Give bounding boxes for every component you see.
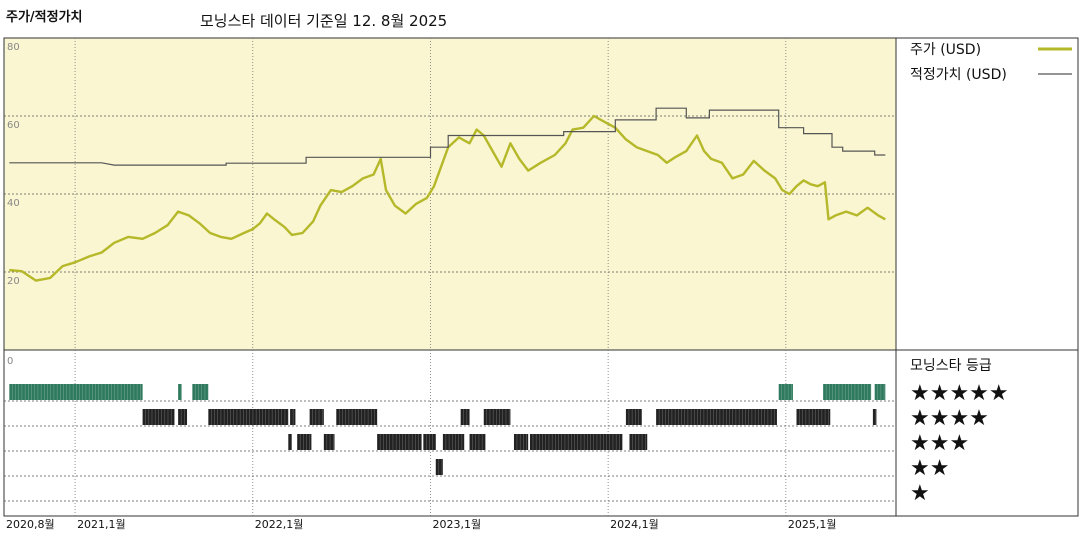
rating-bar-fill (309, 409, 324, 425)
rating-bar-3-star (442, 434, 465, 450)
chart-subtitle: 모닝스타 데이터 기준일 12. 8월 2025 (200, 12, 448, 30)
chart-title: 주가/적정가치 (6, 10, 83, 25)
rating-bar-4-star (336, 409, 378, 425)
rating-bar-5-star (874, 384, 886, 400)
rating-bar-fill (872, 409, 877, 425)
rating-bar-fill (460, 409, 470, 425)
outer-border (3, 37, 1079, 517)
rating-bar-fill (529, 434, 623, 450)
x-tick-label: 2021,1월 (77, 518, 126, 531)
rating-bar-fill (513, 434, 529, 450)
rating-bar-fill (656, 409, 777, 425)
rating-4-stars: ★★★★ (910, 406, 989, 431)
rating-bars (9, 384, 886, 475)
x-tick-label: 2020,8월 (6, 518, 55, 531)
rating-bar-fill (625, 409, 642, 425)
legend-fair-value-label: 적정가치 (USD) (910, 67, 1007, 83)
x-tick-label: 2025,1월 (788, 518, 837, 531)
grid-lines (4, 38, 896, 516)
rating-bar-fill (483, 409, 511, 425)
rating-bar-2-star (435, 459, 443, 475)
rating-bar-4-star (290, 409, 296, 425)
rating-bar-4-star (142, 409, 175, 425)
rating-bar-fill (288, 434, 292, 450)
y-tick-label: 20 (7, 276, 20, 287)
rating-bar-fill (323, 434, 335, 450)
rating-bar-fill (192, 384, 209, 400)
rating-3-stars: ★★★ (910, 431, 969, 456)
rating-bar-4-star (625, 409, 642, 425)
legend-price-label: 주가 (USD) (910, 42, 981, 58)
y-tick-labels: 80 60 40 20 0 (7, 42, 20, 367)
rating-bar-5-star (9, 384, 143, 400)
rating-bar-3-star (423, 434, 436, 450)
rating-1-star: ★ (910, 481, 930, 506)
rating-bar-4-star (178, 409, 188, 425)
rating-bar-4-star (208, 409, 289, 425)
rating-bar-5-star (192, 384, 209, 400)
rating-bar-3-star (323, 434, 335, 450)
rating-bar-fill (178, 384, 182, 400)
rating-bar-3-star (529, 434, 623, 450)
rating-bar-fill (796, 409, 831, 425)
rating-bar-3-star (629, 434, 648, 450)
rating-bar-fill (290, 409, 296, 425)
price-line (9, 114, 886, 282)
rating-bar-5-star (778, 384, 793, 400)
rating-bar-fill (435, 459, 443, 475)
legend: 주가 (USD) 적정가치 (USD) (910, 42, 1072, 83)
x-tick-label: 2024,1월 (610, 518, 659, 531)
rating-bar-fill (469, 434, 486, 450)
rating-bar-fill (423, 434, 436, 450)
rating-origin-label: 0 (7, 356, 13, 367)
rating-bar-4-star (796, 409, 831, 425)
rating-bar-fill (823, 384, 872, 400)
rating-bar-fill (208, 409, 289, 425)
rating-bar-4-star (872, 409, 877, 425)
rating-bar-4-star (309, 409, 324, 425)
rating-legend: 모닝스타 등급 ★★★★★ ★★★★ ★★★ ★★ ★ (910, 358, 1009, 506)
y-tick-label: 40 (7, 198, 20, 209)
x-tick-label: 2023,1월 (432, 518, 481, 531)
rating-bar-fill (778, 384, 793, 400)
rating-bar-4-star (460, 409, 470, 425)
rating-bar-fill (297, 434, 312, 450)
rating-bar-3-star (513, 434, 529, 450)
rating-bar-fill (377, 434, 422, 450)
x-tick-label: 2022,1월 (255, 518, 304, 531)
rating-bar-fill (629, 434, 648, 450)
y-tick-label: 60 (7, 120, 20, 131)
rating-bar-fill (442, 434, 465, 450)
rating-bar-fill (336, 409, 378, 425)
rating-title: 모닝스타 등급 (910, 358, 992, 374)
rating-bar-3-star (469, 434, 486, 450)
fair-value-line (9, 107, 886, 166)
rating-bar-4-star (656, 409, 777, 425)
series-lines (9, 107, 886, 282)
rating-bar-5-star (823, 384, 872, 400)
rating-bar-fill (178, 409, 188, 425)
rating-bar-3-star (297, 434, 312, 450)
rating-bar-3-star (377, 434, 422, 450)
rating-bar-5-star (178, 384, 182, 400)
x-tick-labels: 2020,8월 2021,1월 2022,1월 2023,1월 2024,1월 2025,… (6, 518, 836, 531)
rating-bar-3-star (288, 434, 292, 450)
rating-2-stars: ★★ (910, 456, 949, 481)
rating-bar-4-star (483, 409, 511, 425)
rating-bar-fill (874, 384, 886, 400)
rating-bar-fill (142, 409, 175, 425)
rating-bar-fill (9, 384, 143, 400)
rating-5-stars: ★★★★★ (910, 381, 1009, 406)
y-tick-label: 80 (7, 42, 20, 53)
